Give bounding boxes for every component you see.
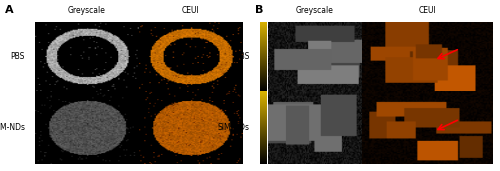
Text: PBS: PBS xyxy=(236,52,250,61)
Text: CEUI: CEUI xyxy=(182,5,200,15)
Text: SIM-NDs: SIM-NDs xyxy=(218,123,250,132)
Text: B: B xyxy=(255,5,264,15)
Text: CEUI: CEUI xyxy=(418,5,436,15)
Text: PBS: PBS xyxy=(10,52,25,61)
Text: Greyscale: Greyscale xyxy=(296,5,334,15)
Text: A: A xyxy=(5,5,14,15)
Text: SIM-NDs: SIM-NDs xyxy=(0,123,25,132)
Text: Greyscale: Greyscale xyxy=(68,5,106,15)
